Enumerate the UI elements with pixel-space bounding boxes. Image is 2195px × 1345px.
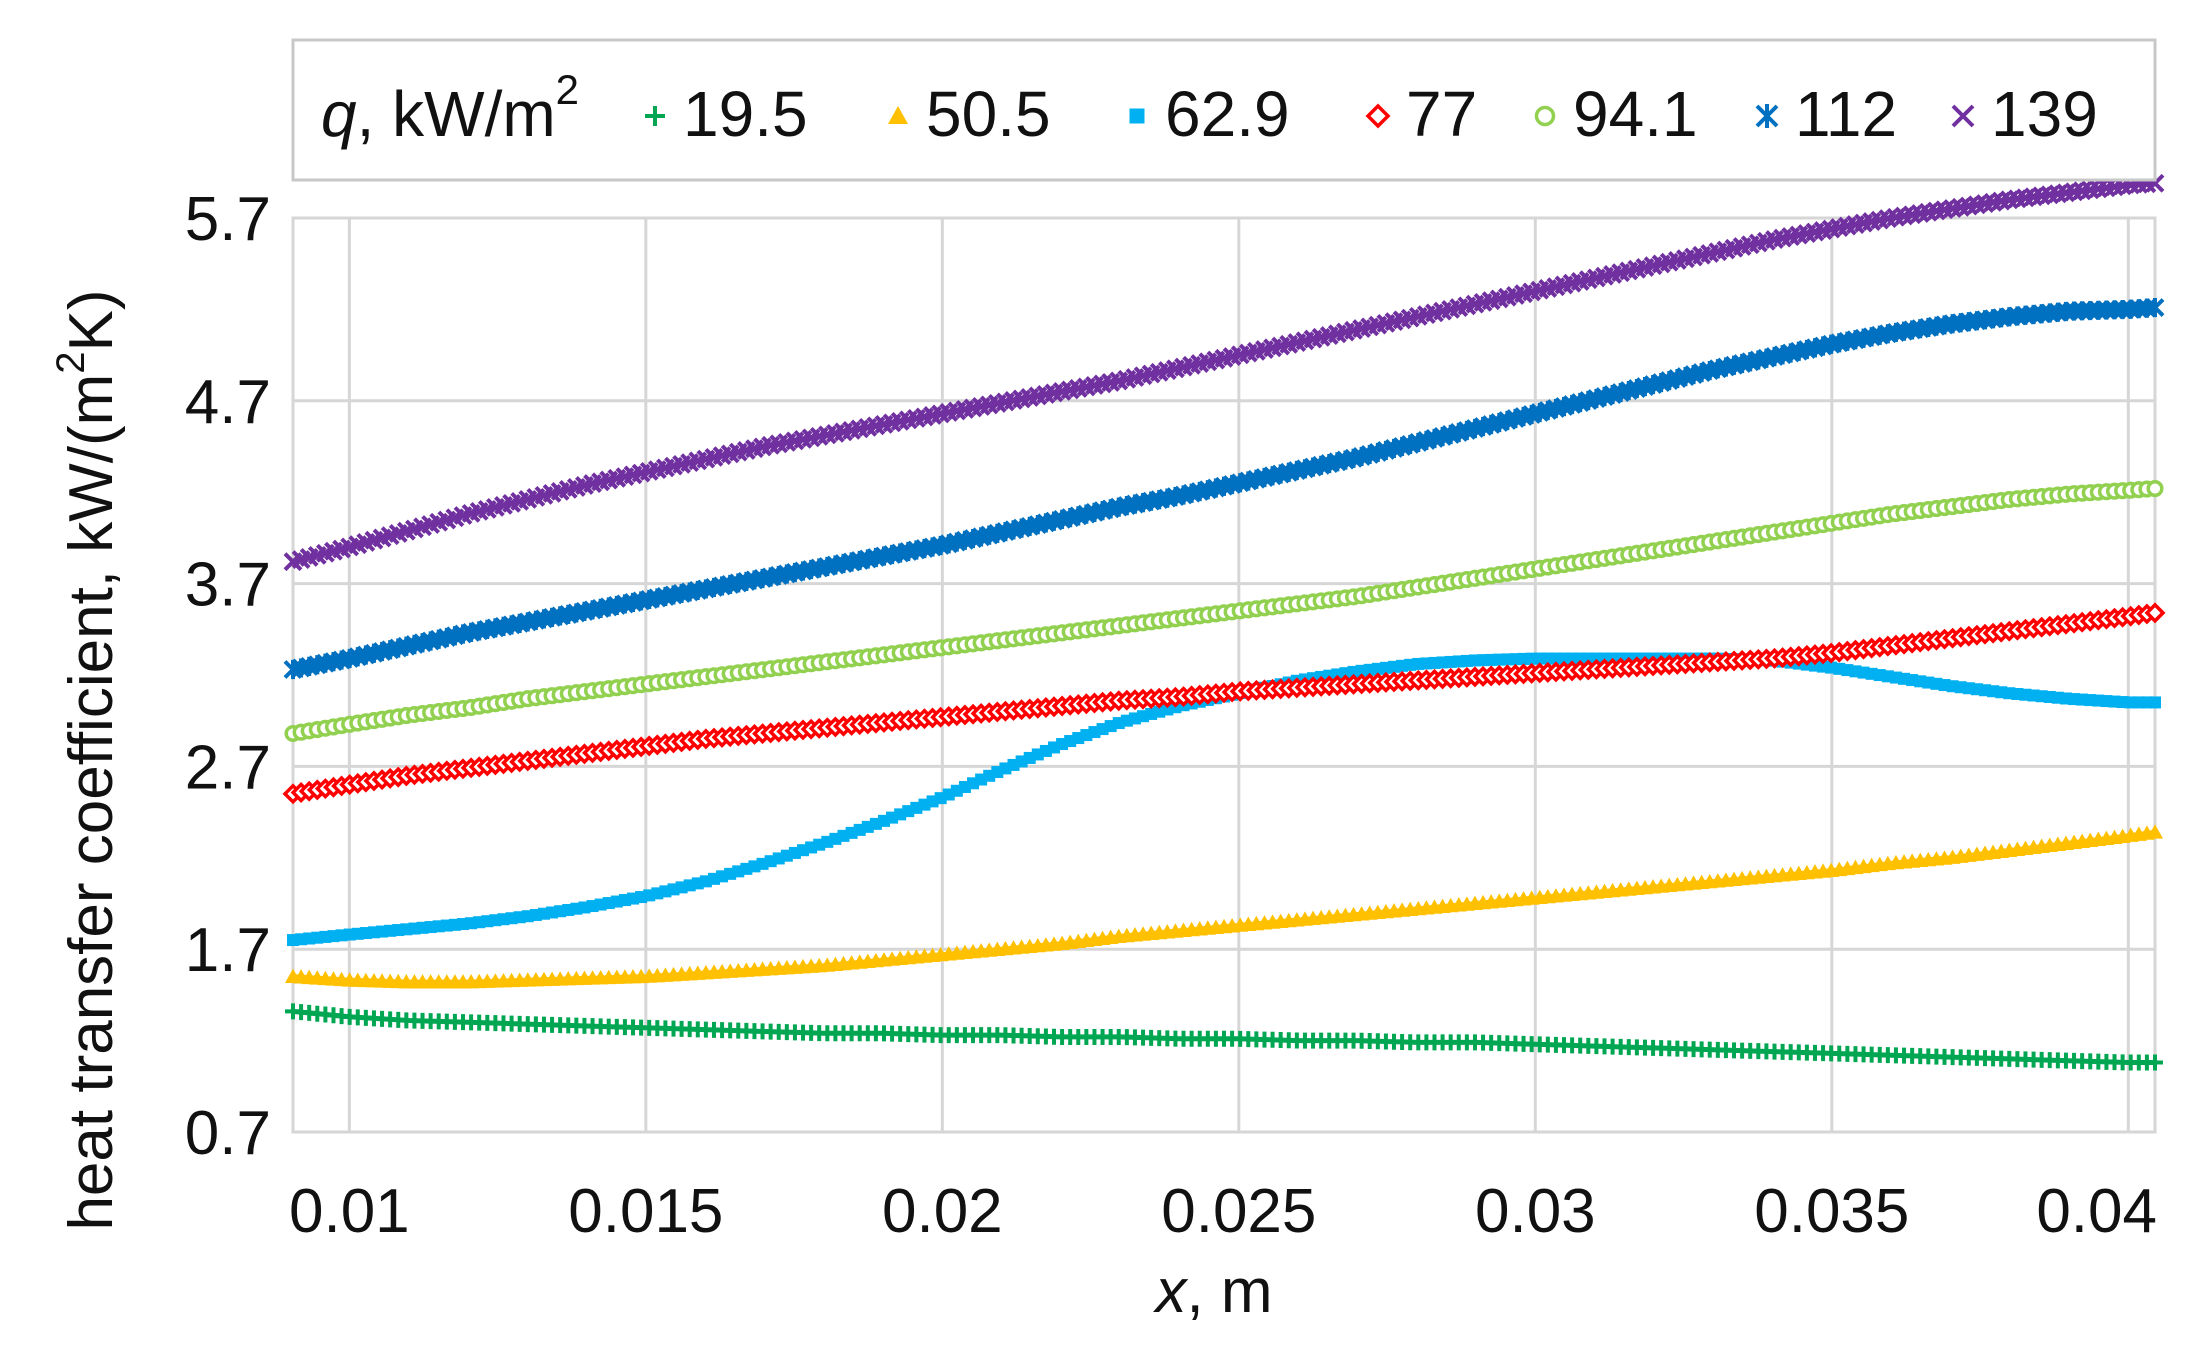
legend-marker (1129, 108, 1145, 124)
y-tick-label: 1.7 (185, 916, 271, 985)
series-139 (283, 173, 2165, 572)
legend-label: 19.5 (683, 78, 808, 150)
series-112 (283, 297, 2165, 680)
y-tick-label: 5.7 (185, 185, 271, 254)
y-axis-label: heat transfer coefficient, kW/(m2K) (49, 289, 126, 1230)
series-layer (282, 173, 2166, 1071)
x-tick-label: 0.04 (2036, 1177, 2157, 1246)
legend-marker (888, 106, 908, 124)
data-point (1015, 755, 1028, 768)
legend-marker (1951, 104, 1975, 128)
legend-label: 112 (1795, 78, 1897, 150)
data-point (2147, 824, 2163, 839)
legend-entry-62-9[interactable]: 62.9 (1129, 78, 1290, 150)
data-point (2146, 479, 2164, 498)
y-tick-label: 2.7 (185, 733, 271, 802)
legend-label: 62.9 (1165, 78, 1290, 150)
series-50-5 (285, 824, 2163, 989)
x-tick-label: 0.02 (882, 1177, 1003, 1246)
y-tick-label: 4.7 (185, 368, 271, 437)
y-tick-label: 0.7 (185, 1099, 271, 1168)
legend-entry-50-5[interactable]: 50.5 (888, 78, 1051, 150)
x-tick-label: 0.03 (1475, 1177, 1596, 1246)
legend-entry-77[interactable]: 77 (1365, 78, 1477, 150)
series-77 (282, 602, 2166, 805)
legend-marker (1365, 103, 1391, 129)
series-94-1 (284, 479, 2164, 743)
data-point (2043, 690, 2056, 703)
legend-label: 94.1 (1573, 78, 1698, 150)
series-19-5 (285, 1003, 2163, 1071)
legend-label: 50.5 (926, 78, 1051, 150)
legend-marker (1534, 105, 1556, 127)
y-tick-label: 3.7 (185, 551, 271, 620)
x-axis-label: x, m (1152, 1257, 1272, 1326)
legend-label: 139 (1991, 78, 2098, 150)
legend-box (291, 38, 2157, 182)
legend-entry-19-5[interactable]: 19.5 (645, 78, 808, 150)
legend-entry-139[interactable]: 139 (1951, 78, 2098, 150)
legend-entry-94-1[interactable]: 94.1 (1534, 78, 1698, 150)
legend[interactable]: q, kW/m2 19.5 50.5 62.9 77 94.1 112 139 (291, 38, 2157, 182)
data-point (2144, 602, 2166, 624)
axes: 0.7 1.7 2.7 3.7 4.7 5.7 0.01 0.015 0.02 0.025 0.03… (49, 185, 2157, 1326)
legend-marker (645, 106, 665, 126)
x-tick-label: 0.025 (1161, 1177, 1316, 1246)
legend-label: 77 (1406, 78, 1477, 150)
data-point (2145, 297, 2165, 318)
legend-marker (1755, 104, 1779, 128)
legend-title: q, kW/m2 (321, 66, 579, 150)
legend-entry-112[interactable]: 112 (1755, 78, 1897, 150)
x-tick-label: 0.01 (289, 1177, 410, 1246)
x-tick-label: 0.015 (568, 1177, 723, 1246)
data-point (2149, 696, 2161, 709)
data-point (2147, 1054, 2163, 1071)
x-tick-label: 0.035 (1754, 1177, 1909, 1246)
